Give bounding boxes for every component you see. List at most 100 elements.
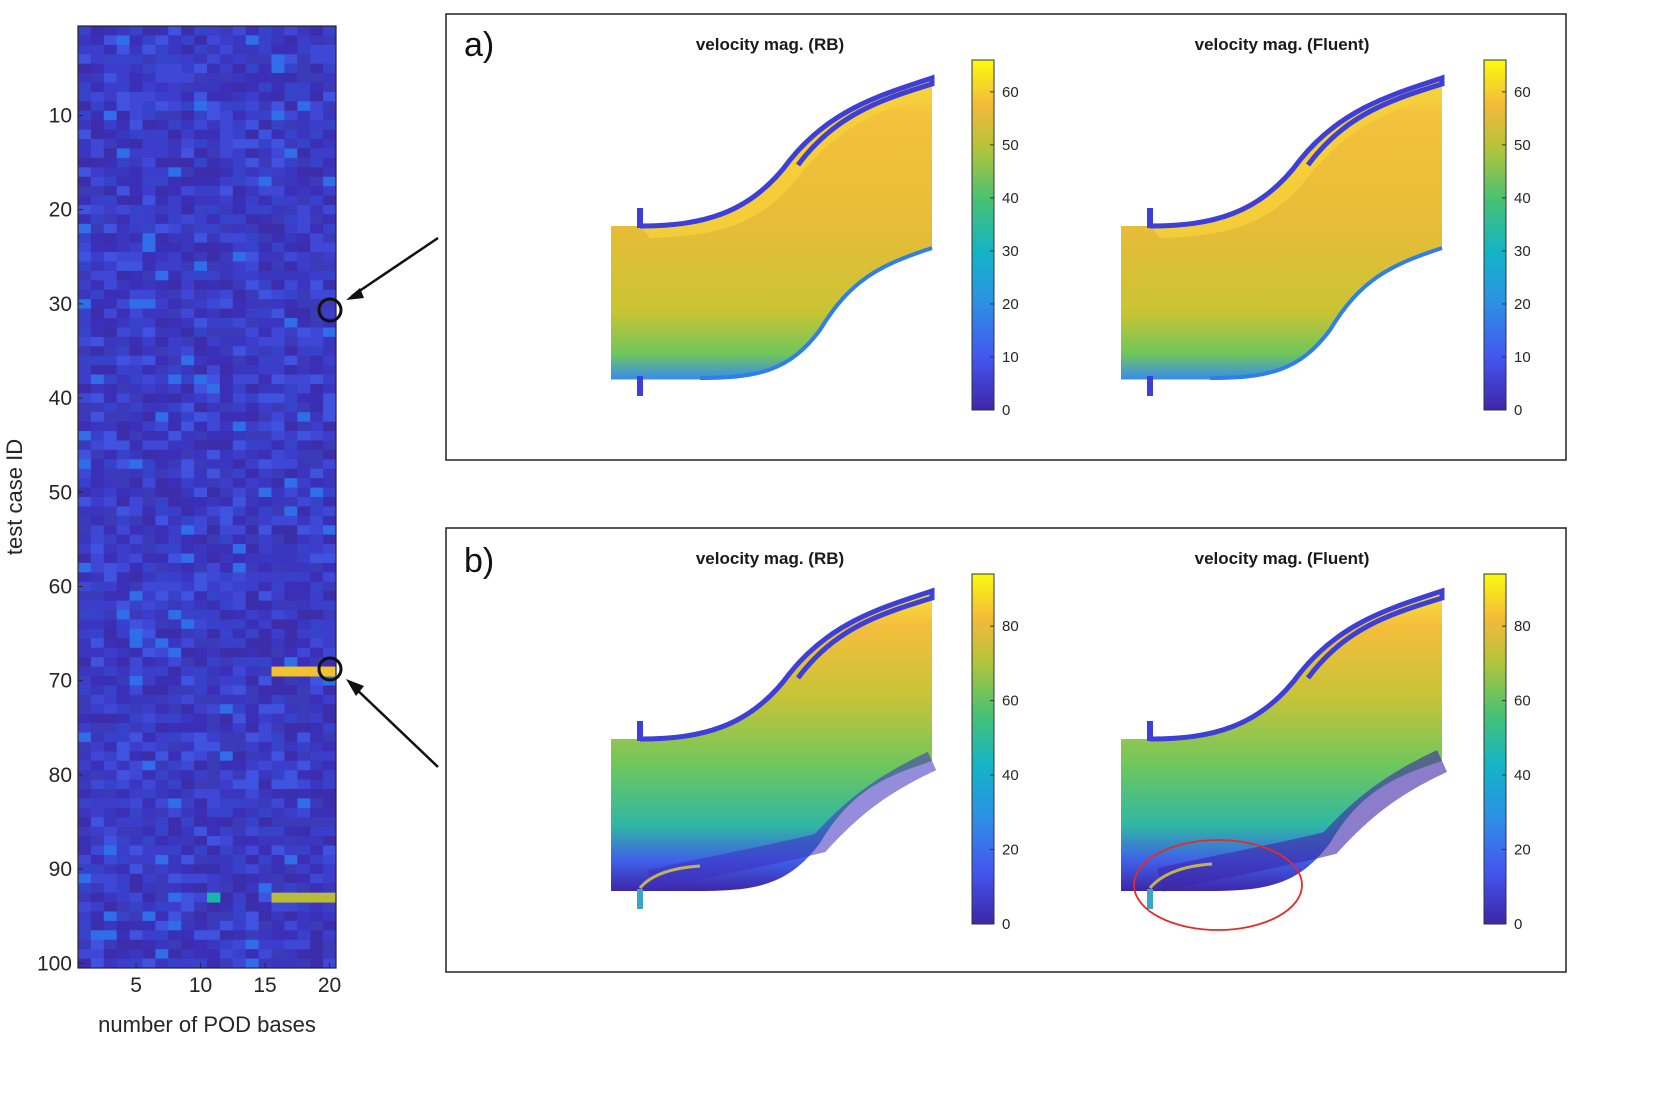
heatmap-cell	[284, 741, 298, 752]
heatmap-cell	[310, 760, 324, 771]
heatmap-cell	[271, 685, 285, 696]
heatmap-cell	[129, 628, 143, 639]
heatmap-cell	[219, 723, 234, 733]
heatmap-cell	[116, 497, 131, 507]
heatmap-cell	[168, 883, 182, 894]
heatmap-cell	[142, 35, 156, 46]
heatmap-cell	[168, 628, 182, 639]
heatmap-cell	[103, 431, 118, 441]
heatmap-cell	[219, 760, 234, 771]
heatmap-cell	[258, 562, 272, 573]
heatmap-cell	[219, 911, 234, 922]
heatmap-cell	[323, 619, 336, 630]
heatmap-cell	[194, 515, 208, 526]
heatmap-cell	[310, 562, 324, 573]
heatmap-cell	[284, 402, 298, 413]
heatmap-cell	[284, 525, 298, 536]
heatmap-cell	[245, 638, 260, 649]
heatmap-cell	[297, 572, 311, 583]
heatmap-cell	[232, 167, 247, 178]
heatmap-cell	[194, 619, 208, 630]
heatmap-cell	[232, 242, 247, 253]
heatmap-cell	[155, 73, 169, 84]
heatmap-cell	[219, 129, 234, 140]
heatmap-cell	[194, 308, 208, 319]
heatmap-cell	[116, 129, 131, 140]
heatmap-cell	[129, 242, 143, 253]
heatmap-cell	[284, 619, 298, 630]
heatmap-cell	[129, 836, 143, 847]
heatmap-cell	[78, 628, 92, 639]
heatmap-cell	[90, 807, 105, 818]
heatmap-cell	[258, 553, 272, 564]
heatmap-cell	[232, 892, 247, 903]
heatmap-cell	[219, 854, 234, 865]
heatmap-cell	[142, 572, 156, 583]
heatmap-cell	[116, 233, 131, 244]
heatmap-cell	[78, 694, 92, 705]
heatmap-cell	[323, 101, 336, 112]
heatmap-cell	[181, 958, 195, 968]
heatmap-cell	[271, 506, 285, 517]
heatmap-cell	[258, 544, 272, 555]
heatmap-cell	[194, 289, 208, 300]
heatmap-cell	[232, 873, 247, 884]
heatmap-cell	[129, 54, 143, 65]
heatmap-cell	[258, 431, 272, 441]
heatmap-cell	[142, 845, 156, 856]
heatmap-cell	[142, 308, 156, 319]
heatmap-cell	[297, 949, 311, 960]
heatmap-cell	[168, 958, 182, 968]
heatmap-cell	[297, 308, 311, 319]
heatmap-cell	[181, 628, 195, 639]
heatmap-cell	[78, 148, 92, 159]
heatmap-cell	[245, 157, 260, 168]
heatmap-cell	[245, 939, 260, 950]
heatmap-cell	[103, 186, 118, 197]
heatmap-cell	[116, 610, 131, 620]
heatmap-cell	[181, 770, 195, 781]
heatmap-cell	[207, 817, 221, 828]
heatmap-cell	[142, 779, 156, 790]
heatmap-cell	[168, 468, 182, 479]
heatmap-cell	[323, 873, 336, 884]
heatmap-cell	[207, 591, 221, 602]
heatmap-cell	[323, 713, 336, 724]
heatmap-cell	[181, 845, 195, 856]
heatmap-cell	[116, 261, 131, 272]
heatmap-cell	[103, 892, 118, 903]
heatmap-cell	[142, 506, 156, 517]
heatmap-cell	[168, 572, 182, 583]
heatmap-cell	[245, 186, 260, 197]
heatmap-cell	[245, 741, 260, 752]
heatmap-cell	[181, 638, 195, 649]
heatmap-cell	[258, 449, 272, 460]
heatmap-cell	[116, 694, 131, 705]
heatmap-cell	[103, 214, 118, 225]
heatmap-cell	[310, 35, 324, 46]
heatmap-cell	[207, 223, 221, 234]
heatmap-cell	[168, 157, 182, 168]
heatmap-cell	[245, 562, 260, 573]
heatmap-cell	[116, 817, 131, 828]
heatmap-cell	[142, 628, 156, 639]
heatmap-cell	[194, 920, 208, 931]
heatmap-cell	[78, 487, 92, 498]
heatmap-cell	[232, 223, 247, 234]
heatmap-cell	[155, 261, 169, 272]
heatmap-cell	[181, 525, 195, 536]
heatmap-cell	[78, 223, 92, 234]
heatmap-cell	[271, 638, 285, 649]
heatmap-cell	[155, 346, 169, 357]
heatmap-cell	[207, 883, 221, 894]
heatmap-cell	[194, 167, 208, 178]
heatmap-cell	[116, 732, 131, 743]
heatmap-cell	[142, 157, 156, 168]
heatmap-cell	[90, 751, 105, 762]
heatmap-cell	[207, 685, 221, 696]
heatmap-cell	[207, 468, 221, 479]
heatmap-cell	[116, 534, 131, 545]
heatmap-cell	[90, 176, 105, 187]
heatmap-cell	[90, 845, 105, 856]
